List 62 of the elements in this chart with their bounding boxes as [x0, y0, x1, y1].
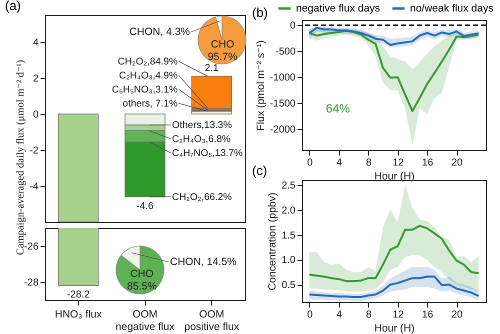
- y-tick-label: 1.5: [282, 230, 296, 242]
- x-tick-label: 12: [392, 158, 404, 168]
- y-tick-label: -4: [30, 182, 39, 192]
- y-axis-title: Flux (pmol m⁻² s⁻¹): [254, 40, 267, 131]
- data-label: 85.5%: [127, 280, 157, 292]
- x-tick-label: 0: [307, 158, 314, 168]
- line-series: [308, 276, 480, 298]
- y-tick-label: 0: [32, 110, 39, 120]
- x-tick-label: 8: [366, 158, 372, 168]
- y-tick-label: 0: [290, 20, 296, 32]
- y-tick-label: 1.0: [282, 255, 296, 266]
- y-tick-label: -500: [275, 46, 296, 58]
- annotation: C₄H₇NO₅,13.7%: [172, 148, 243, 159]
- y-tick-label: -1500: [270, 98, 296, 110]
- slice-label: CHON, 14.5%: [170, 256, 237, 268]
- x-tick-label: 0: [307, 310, 314, 320]
- annotation: C₆H₅NO₃,3.1%: [112, 84, 178, 96]
- total-label: -28.2: [66, 290, 90, 301]
- y-tick-label: 2.5: [282, 180, 296, 192]
- annotation: C₂H₄O₃,6.8%: [172, 134, 231, 145]
- y-tick-label: -26: [24, 242, 39, 252]
- y-tick-label: -2: [30, 146, 39, 156]
- x-tick-label: 16: [422, 158, 434, 168]
- legend-label: negative flux days: [296, 2, 380, 14]
- total-label: -4.6: [136, 200, 154, 212]
- slice-label: CHO: [210, 38, 234, 50]
- y-tick-label: 0.5: [282, 280, 296, 292]
- annotation: Others,13.3%: [172, 120, 232, 131]
- slice-label: CHON, 4.3%: [129, 26, 190, 38]
- x-tick-label: 16: [422, 310, 434, 320]
- annotation: C₂H₄O₃,4.9%: [119, 70, 178, 82]
- x-tick-label: 20: [451, 310, 464, 320]
- chart-title: (b): [252, 5, 268, 20]
- y-tick-label: -2000: [270, 124, 296, 136]
- line-series: [308, 224, 480, 282]
- x-tick-label: 20: [451, 158, 464, 168]
- x-tick-label: 12: [392, 310, 404, 320]
- pie-slice: [198, 16, 246, 64]
- data-label: 95.7%: [208, 50, 238, 63]
- chart-title: (a): [5, 0, 21, 13]
- x-tick-label: 4: [336, 310, 343, 320]
- y-tick-label: -1000: [270, 72, 296, 84]
- x-tick-label: HNO₃ flux: [54, 308, 103, 320]
- y-tick-label: 2.0: [282, 205, 296, 216]
- y-tick-label: 2: [32, 74, 39, 84]
- annotation: CH₂O₂,84.9%: [118, 56, 178, 68]
- x-axis-title: Hour (H): [374, 322, 415, 334]
- legend-label: no/weak flux days: [410, 2, 494, 14]
- y-tick-label: -28: [24, 278, 39, 288]
- x-tick-label: 8: [366, 310, 372, 320]
- annotation: CH₂O₂,66.2%: [172, 192, 232, 203]
- annotation: others, 7.1%: [122, 98, 178, 110]
- x-tick-label: OOM positive flux: [184, 308, 240, 333]
- x-tick-label: OOM negative flux: [116, 308, 176, 333]
- total-label: 2.1: [204, 63, 220, 74]
- y-tick-label: 4: [32, 38, 39, 48]
- x-tick-label: 4: [336, 158, 343, 168]
- annotation: 64%: [326, 101, 350, 116]
- slice-label: CHO: [130, 268, 154, 280]
- chart-title: (c): [252, 162, 268, 178]
- y-axis-title: Concentration (ppbv): [266, 192, 279, 291]
- line-series: [308, 30, 480, 112]
